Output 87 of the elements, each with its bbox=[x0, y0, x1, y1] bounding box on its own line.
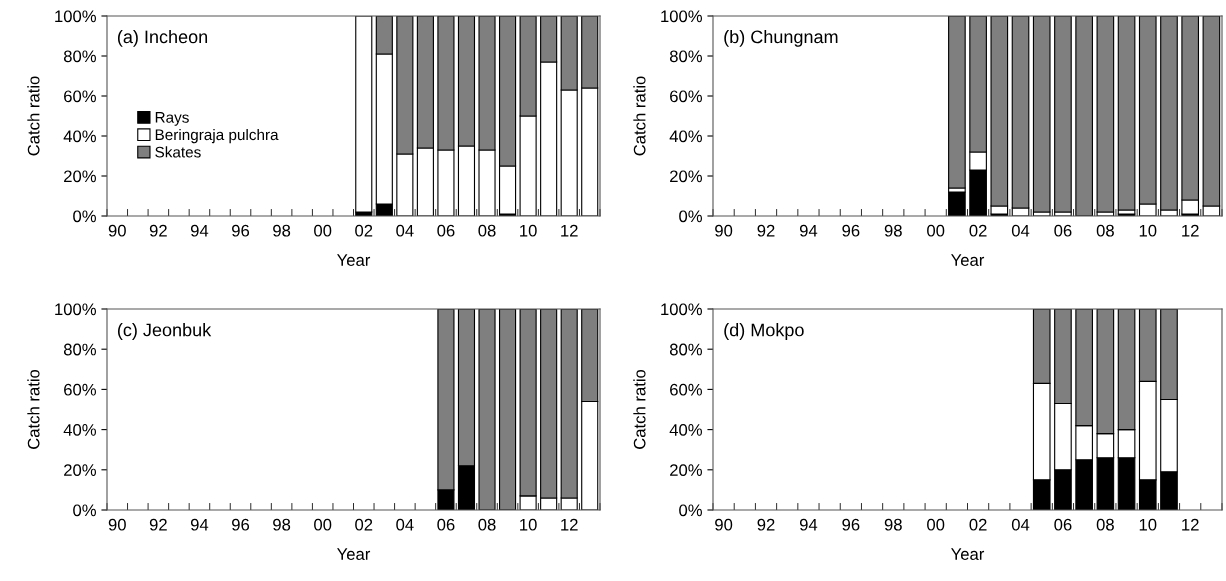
x-tick-label: 96 bbox=[232, 224, 250, 237]
x-tick-label: 96 bbox=[232, 518, 250, 531]
x-tick-label: 06 bbox=[1054, 518, 1072, 531]
y-tick-label: 0% bbox=[73, 210, 96, 223]
x-tick-label: 10 bbox=[1139, 224, 1157, 237]
x-tick-label: 04 bbox=[1011, 224, 1030, 237]
legend-label: Beringraja pulchra bbox=[155, 128, 279, 144]
x-axis-title: Year bbox=[951, 254, 985, 266]
x-tick-label: 04 bbox=[396, 224, 414, 237]
x-tick-label: 12 bbox=[561, 224, 578, 237]
x-tick-label: 94 bbox=[799, 518, 818, 531]
y-tick-label: 20% bbox=[64, 464, 96, 476]
y-tick-label: 0% bbox=[73, 504, 96, 517]
x-tick-label: 08 bbox=[1096, 224, 1114, 237]
x-tick-label: 02 bbox=[355, 518, 373, 531]
y-tick-label: 60% bbox=[64, 90, 96, 103]
x-tick-label: 00 bbox=[314, 518, 332, 531]
x-tick-label: 94 bbox=[190, 224, 209, 237]
y-axis-title: Catch ratio bbox=[27, 76, 40, 156]
x-axis-title: Year bbox=[337, 254, 371, 266]
y-tick-label: 80% bbox=[669, 50, 702, 63]
x-tick-label: 92 bbox=[149, 224, 167, 237]
y-tick-label: 20% bbox=[670, 170, 702, 183]
y-tick-label: 100% bbox=[661, 303, 702, 316]
y-tick-label: 80% bbox=[669, 343, 702, 356]
y-tick-label: 60% bbox=[670, 383, 702, 396]
x-tick-label: 12 bbox=[1182, 224, 1199, 237]
x-tick-label: 10 bbox=[520, 518, 537, 531]
y-tick-label: 100% bbox=[55, 10, 96, 23]
text: (d) Mokpo bbox=[724, 323, 804, 340]
x-axis-title: Year bbox=[951, 548, 985, 560]
y-tick-label: 0% bbox=[679, 504, 702, 517]
x-tick-label: 00 bbox=[927, 518, 945, 531]
x-tick-label: 90 bbox=[715, 518, 733, 531]
x-tick-label: 02 bbox=[355, 224, 373, 237]
y-tick-label: 40% bbox=[669, 424, 702, 436]
x-tick-label: 92 bbox=[757, 224, 775, 237]
x-tick-label: 00 bbox=[927, 224, 945, 237]
x-tick-label: 98 bbox=[884, 518, 902, 531]
x-tick-label: 12 bbox=[561, 518, 578, 531]
x-tick-label: 10 bbox=[1139, 518, 1157, 531]
x-tick-label: 00 bbox=[314, 224, 332, 237]
legend-label: Rays bbox=[155, 112, 189, 126]
x-tick-label: 94 bbox=[190, 518, 209, 531]
x-tick-label: 04 bbox=[1011, 518, 1030, 531]
x-tick-label: 06 bbox=[437, 518, 455, 531]
y-tick-label: 20% bbox=[670, 464, 702, 476]
text: (b) Chungnam bbox=[724, 30, 838, 47]
x-tick-label: 90 bbox=[108, 224, 126, 237]
y-tick-label: 80% bbox=[63, 50, 96, 63]
y-axis-title: Catch ratio bbox=[27, 369, 40, 449]
x-tick-label: 98 bbox=[273, 224, 291, 237]
y-tick-label: 60% bbox=[64, 383, 96, 396]
x-tick-label: 02 bbox=[969, 224, 987, 237]
x-tick-label: 98 bbox=[884, 224, 902, 237]
y-tick-label: 40% bbox=[63, 130, 96, 143]
x-tick-label: 04 bbox=[396, 518, 414, 531]
x-tick-label: 08 bbox=[1096, 518, 1114, 531]
y-tick-label: 100% bbox=[55, 303, 96, 316]
x-tick-label: 08 bbox=[478, 518, 496, 531]
x-tick-label: 12 bbox=[1182, 518, 1199, 531]
y-tick-label: 100% bbox=[661, 10, 702, 23]
x-tick-label: 90 bbox=[715, 224, 733, 237]
y-axis-title: Catch ratio bbox=[633, 76, 646, 156]
x-tick-label: 92 bbox=[149, 518, 167, 531]
x-tick-label: 92 bbox=[757, 518, 775, 531]
text: (c) Jeonbuk bbox=[117, 323, 212, 340]
y-axis-title: Catch ratio bbox=[633, 369, 646, 449]
y-tick-label: 40% bbox=[63, 424, 96, 436]
legend-label: Skates bbox=[155, 146, 201, 158]
x-tick-label: 06 bbox=[1054, 224, 1072, 237]
text: (a) Incheon bbox=[117, 30, 208, 47]
x-axis-title: Year bbox=[337, 548, 371, 560]
x-tick-label: 96 bbox=[842, 224, 860, 237]
x-tick-label: 96 bbox=[842, 518, 860, 531]
x-tick-label: 90 bbox=[108, 518, 126, 531]
x-tick-label: 94 bbox=[799, 224, 818, 237]
x-tick-label: 10 bbox=[520, 224, 537, 237]
x-tick-label: 06 bbox=[437, 224, 455, 237]
x-tick-label: 98 bbox=[273, 518, 291, 531]
y-tick-label: 60% bbox=[670, 90, 702, 103]
x-tick-label: 02 bbox=[969, 518, 987, 531]
y-tick-label: 0% bbox=[679, 210, 702, 223]
y-tick-label: 40% bbox=[669, 130, 702, 143]
y-tick-label: 20% bbox=[64, 170, 96, 183]
y-tick-label: 80% bbox=[63, 343, 96, 356]
x-tick-label: 08 bbox=[478, 224, 496, 237]
